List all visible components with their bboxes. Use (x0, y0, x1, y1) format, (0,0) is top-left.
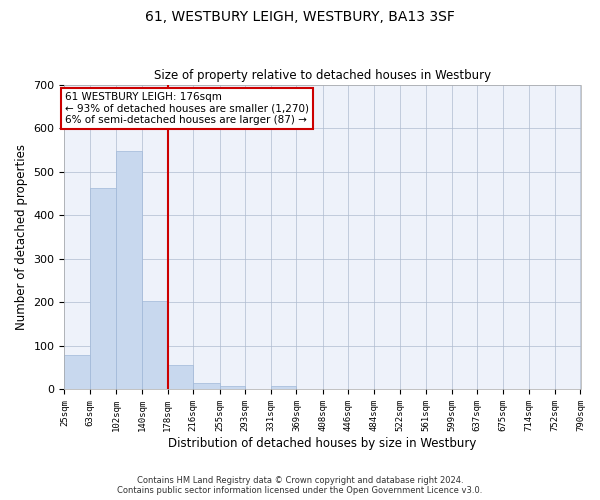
Bar (90, 188, 116, 390)
Text: Contains HM Land Registry data © Crown copyright and database right 2024.
Contai: Contains HM Land Registry data © Crown c… (118, 476, 482, 495)
Title: Size of property relative to detached houses in Westbury: Size of property relative to detached ho… (154, 69, 491, 82)
Text: 61 WESTBURY LEIGH: 176sqm
← 93% of detached houses are smaller (1,270)
6% of sem: 61 WESTBURY LEIGH: 176sqm ← 93% of detac… (65, 92, 309, 125)
Y-axis label: Number of detached properties: Number of detached properties (15, 144, 28, 330)
X-axis label: Distribution of detached houses by size in Westbury: Distribution of detached houses by size … (168, 437, 476, 450)
Bar (193, 384, 220, 390)
Bar (167, 364, 193, 390)
Text: 61, WESTBURY LEIGH, WESTBURY, BA13 3SF: 61, WESTBURY LEIGH, WESTBURY, BA13 3SF (145, 10, 455, 24)
Bar (220, 386, 245, 390)
Bar (271, 386, 296, 390)
Bar (116, 151, 142, 390)
Bar (142, 300, 167, 390)
Bar (64, 356, 90, 390)
